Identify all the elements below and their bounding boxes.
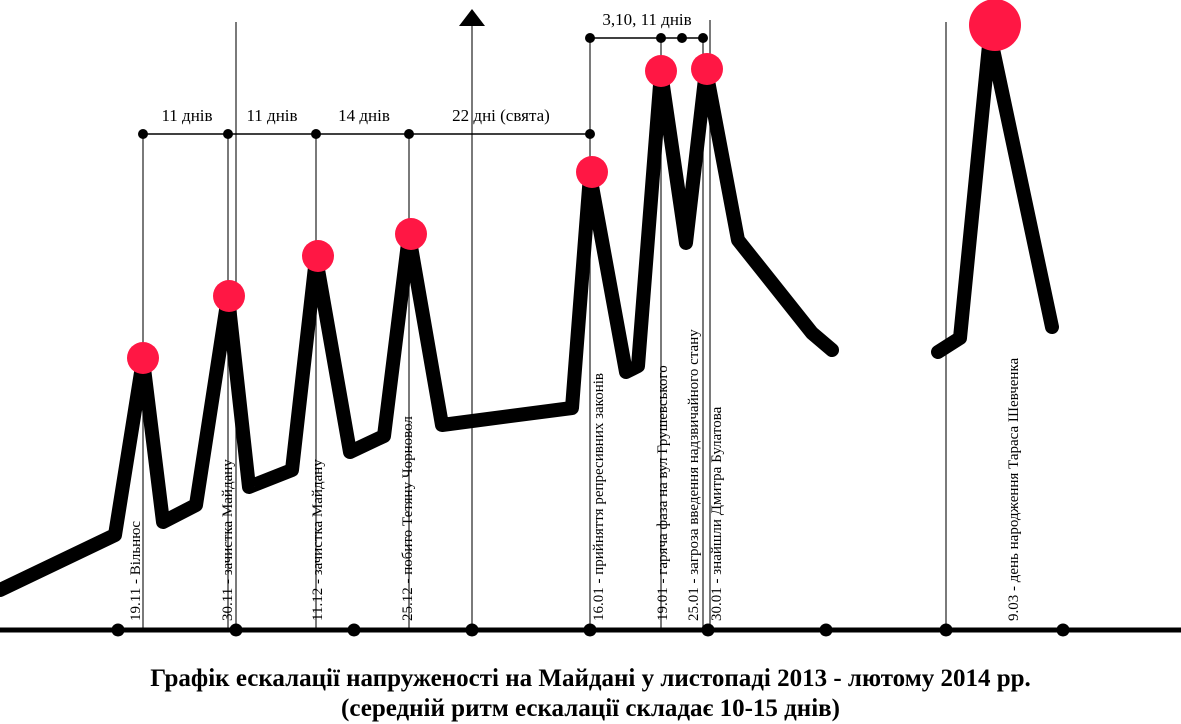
interval-label: 14 днів bbox=[338, 106, 390, 125]
peak-marker bbox=[127, 342, 159, 374]
interval-label: 11 днів bbox=[246, 106, 297, 125]
escalation-line-late bbox=[931, 28, 1059, 359]
event-label: 25.01 - загроза введення надзвичайного с… bbox=[686, 329, 702, 621]
timeline-tick bbox=[465, 623, 479, 637]
interval-dot bbox=[138, 129, 148, 139]
event-label: 19.11 - Вільнюс bbox=[128, 521, 144, 621]
event-label: 11.12 - зачистка Майдану bbox=[310, 459, 326, 621]
peak-markers bbox=[127, 0, 1021, 374]
timeline-tick bbox=[347, 623, 361, 637]
event-label: 19.01 - гаряча фаза на вул Грушевського bbox=[655, 365, 671, 621]
interval-dot bbox=[656, 33, 666, 43]
interval-label: 3,10, 11 днів bbox=[602, 10, 691, 29]
peak-marker bbox=[302, 240, 334, 272]
interval-dot bbox=[223, 129, 233, 139]
peak-marker bbox=[645, 55, 677, 87]
interval-dot bbox=[585, 129, 595, 139]
timeline-tick bbox=[583, 623, 597, 637]
timeline-tick bbox=[939, 623, 953, 637]
event-label: 30.11 - зачистка Майдану bbox=[220, 459, 236, 621]
diagram-caption-subtitle: (середній ритм ескалації складає 10-15 д… bbox=[341, 695, 840, 722]
peak-marker bbox=[395, 218, 427, 250]
escalation-line-main bbox=[0, 63, 839, 597]
timeline-tick bbox=[111, 623, 125, 637]
peak-marker bbox=[691, 53, 723, 85]
peak-marker bbox=[576, 156, 608, 188]
interval-dot bbox=[585, 33, 595, 43]
timeline-ticks bbox=[111, 623, 1070, 637]
diagram-caption-title: Графік ескалації напруженості на Майдані… bbox=[150, 665, 1031, 692]
timeline-tick bbox=[819, 623, 833, 637]
interval-dots bbox=[138, 33, 708, 139]
timeline-tick bbox=[229, 623, 243, 637]
y-axis-arrow-icon bbox=[459, 9, 485, 26]
interval-dot bbox=[404, 129, 414, 139]
interval-dot bbox=[677, 33, 687, 43]
peak-marker bbox=[969, 0, 1021, 51]
interval-label: 22 дні (свята) bbox=[452, 106, 550, 125]
interval-dot bbox=[698, 33, 708, 43]
event-label: 16.01 - прийняття репресивних законів bbox=[591, 373, 607, 621]
event-label: 30.01 - знайшли Дмитра Булатова bbox=[709, 406, 725, 621]
timeline-tick bbox=[701, 623, 715, 637]
interval-label: 11 днів bbox=[161, 106, 212, 125]
event-label: 25.12 - побито Тетяну Чорновол bbox=[400, 416, 416, 621]
interval-dot bbox=[311, 129, 321, 139]
timeline-tick bbox=[1056, 623, 1070, 637]
peak-marker bbox=[213, 280, 245, 312]
event-label: 9.03 - день народження Тараса Шевченка bbox=[1006, 357, 1022, 621]
interval-brackets bbox=[143, 37, 703, 135]
